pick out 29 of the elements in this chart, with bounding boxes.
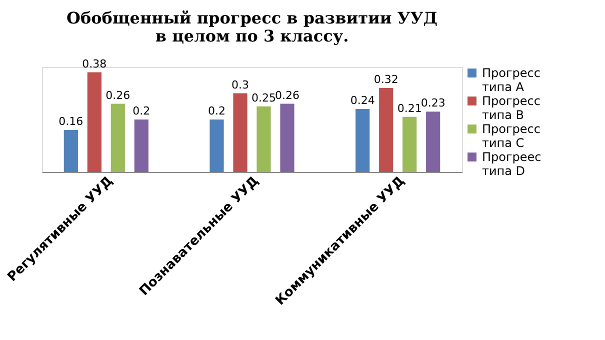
data-label: 0.32 [374,73,398,86]
bar [110,104,125,172]
data-label: 0.26 [106,88,130,102]
legend-label: Прогреес типа D [482,150,542,178]
bar [379,88,394,172]
data-label: 0.38 [82,57,107,70]
data-label: 0.3 [232,78,249,92]
bar [356,109,370,172]
data-label: 0.24 [350,94,375,107]
bar [87,72,102,172]
legend-label: Прогресс типа A [482,66,540,94]
data-label: 0.2 [132,104,150,118]
data-label: 0.2 [208,104,226,118]
data-label: 0.25 [252,91,276,104]
bar [280,104,294,172]
bar [134,120,148,172]
bar [256,106,271,172]
legend-label: Прогресс типа C [482,122,540,150]
bar [402,116,417,172]
bar [426,112,440,172]
data-label: 0.26 [274,88,300,102]
data-label: 0.21 [397,102,422,115]
chart-title: Обобщенный прогресс в развитии УУД в целом по 3 классу. [66,8,438,46]
legend-label: Прогресс типа B [482,94,540,122]
data-label: 0.23 [420,96,446,110]
bar [233,93,248,172]
bar [64,130,78,172]
data-label: 0.16 [58,115,84,128]
bar [210,120,224,172]
